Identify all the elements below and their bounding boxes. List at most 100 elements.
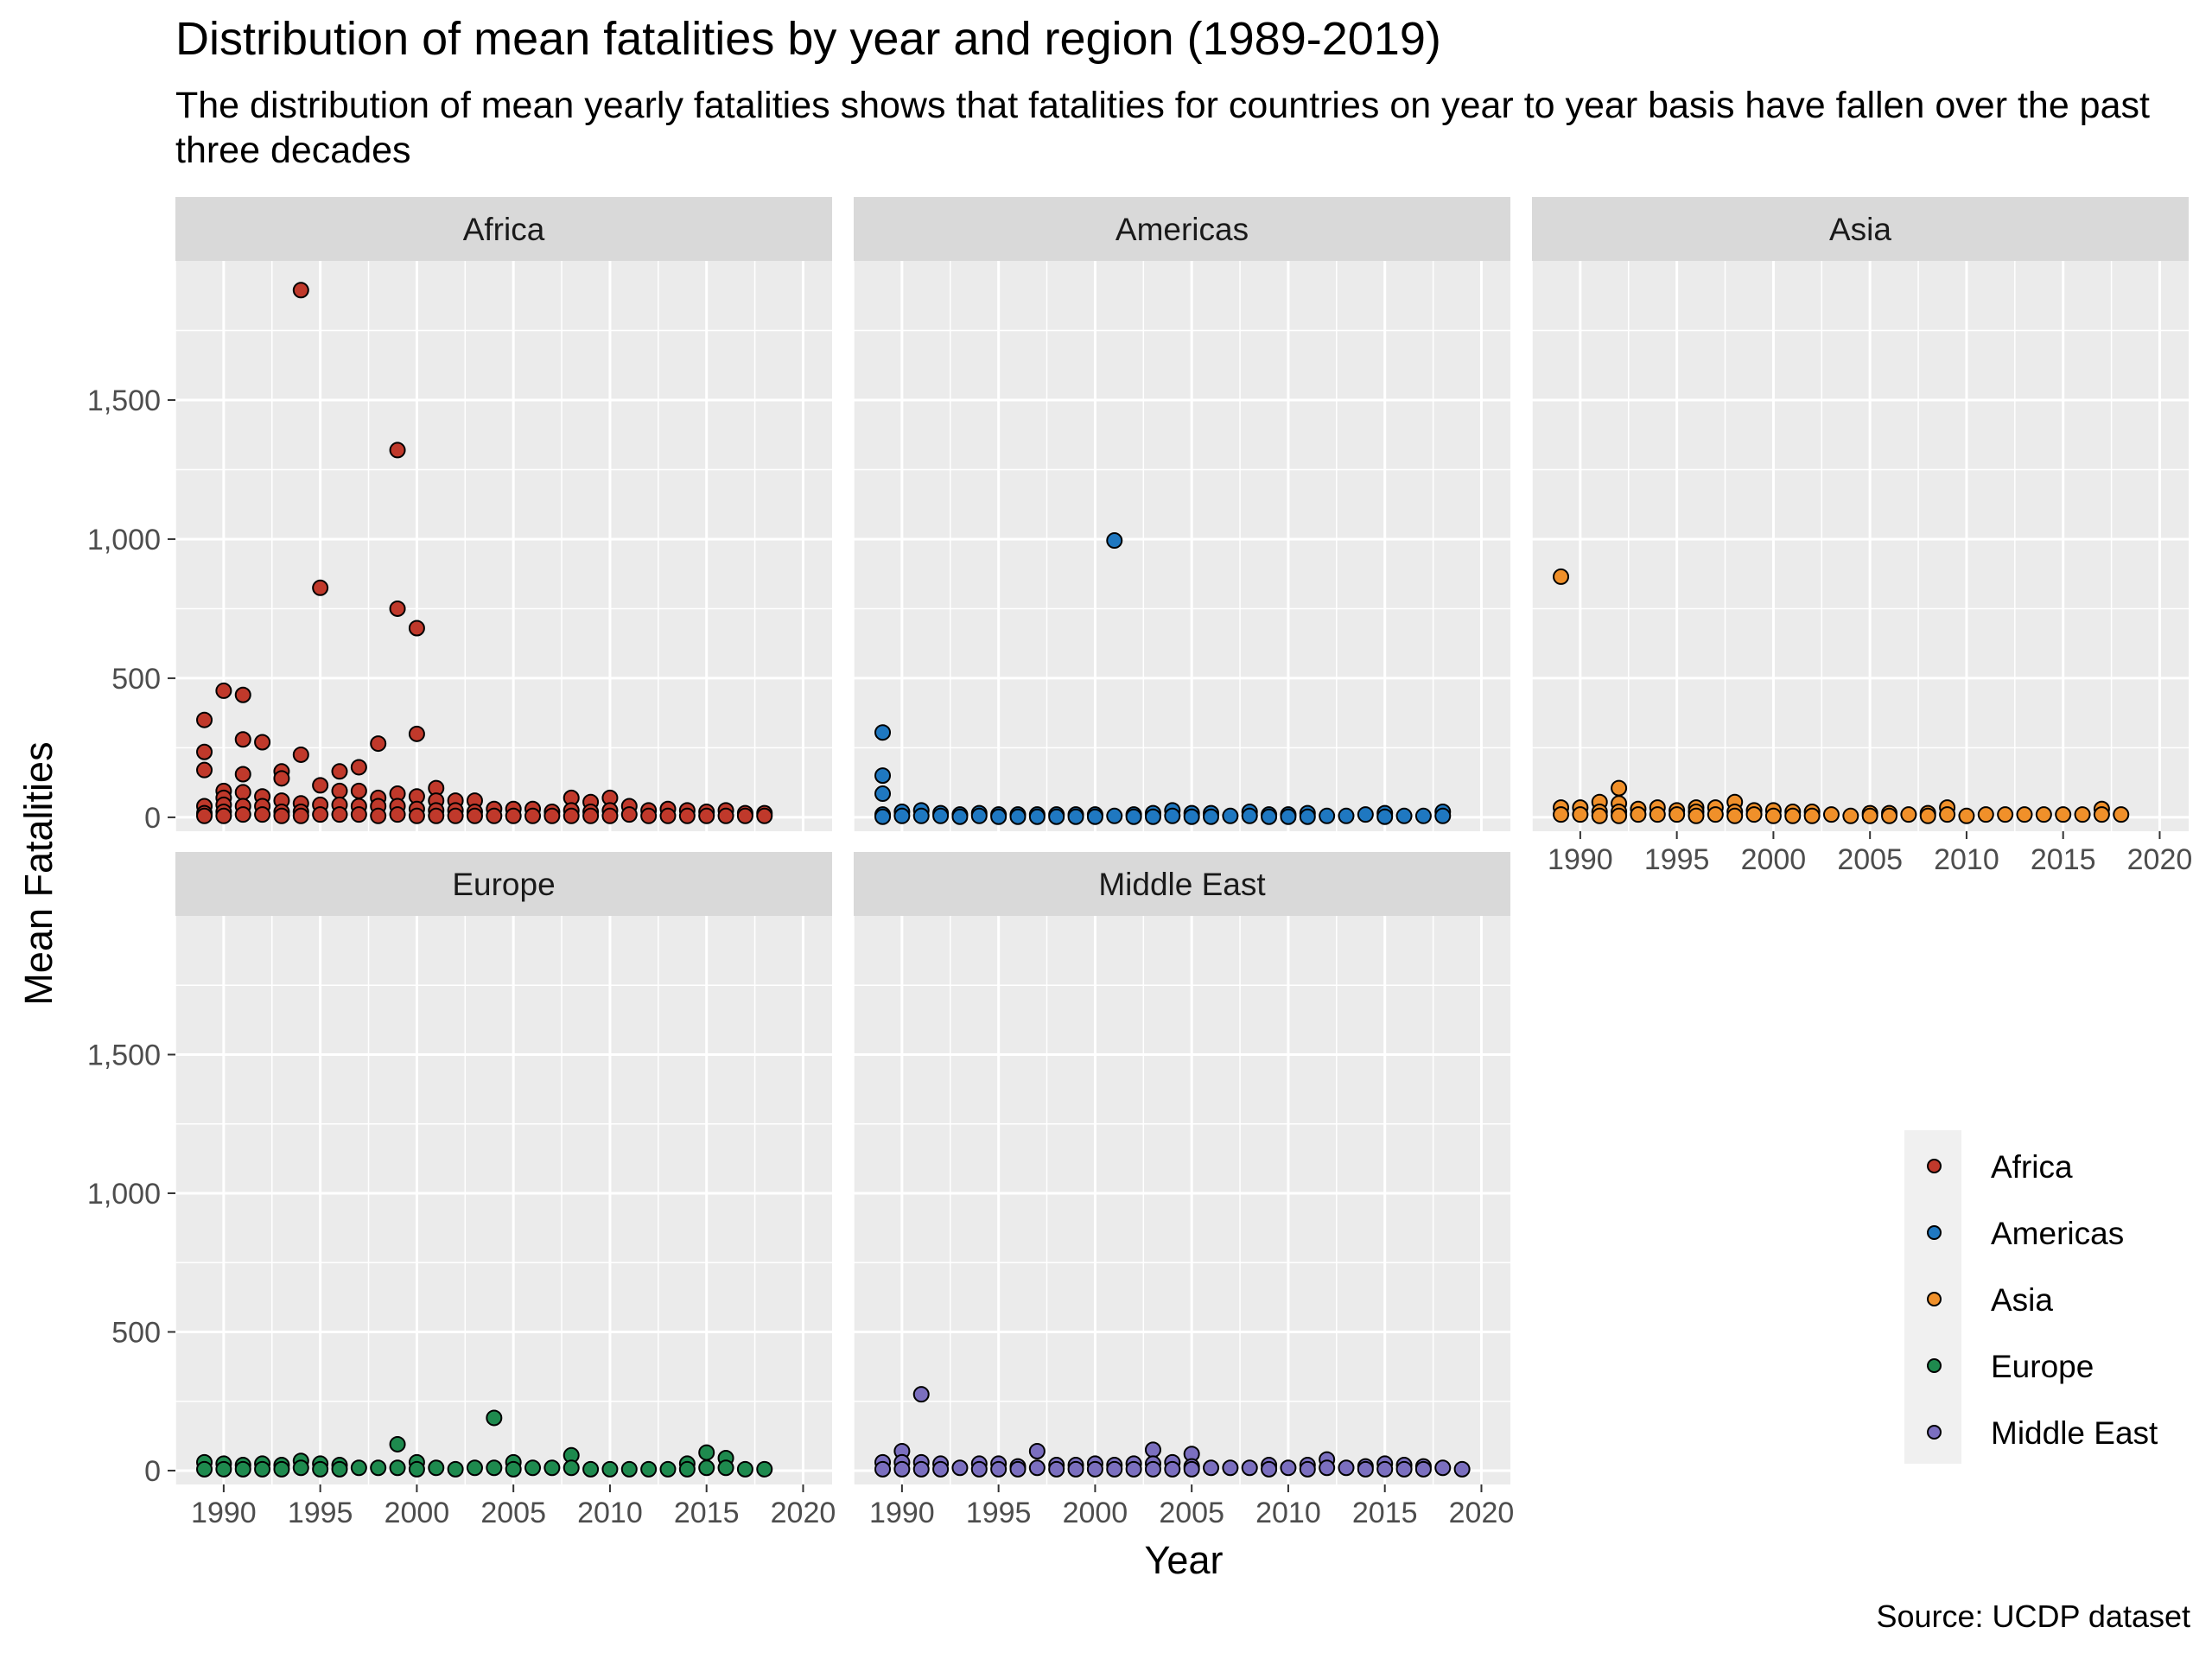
data-point	[1357, 1460, 1374, 1478]
data-point	[1958, 807, 1975, 824]
data-point	[1048, 808, 1065, 825]
data-point	[1338, 807, 1355, 824]
data-point	[1144, 1441, 1161, 1459]
data-point	[312, 806, 329, 823]
data-point	[1164, 807, 1181, 824]
facet-strip-label: Africa	[463, 212, 545, 247]
data-point	[447, 1460, 464, 1478]
facet-americas: Americas	[853, 197, 1510, 831]
data-point	[196, 807, 213, 824]
x-tick-label: 1990	[1548, 843, 1613, 876]
data-point	[2035, 806, 2052, 823]
data-point	[505, 1460, 522, 1478]
data-point	[1591, 807, 1608, 824]
data-point	[659, 1460, 677, 1478]
x-tick-label: 2020	[771, 1497, 836, 1529]
x-tick-label: 2015	[2031, 843, 2096, 876]
data-point	[1144, 808, 1161, 825]
data-point	[1707, 806, 1724, 823]
data-point	[1553, 806, 1570, 823]
data-point	[1784, 807, 1802, 824]
data-point	[912, 807, 930, 824]
x-tick-label: 2010	[577, 1497, 643, 1529]
y-axis-label: Mean Fatalities	[16, 741, 60, 1006]
data-point	[1376, 1460, 1394, 1478]
data-point	[543, 1459, 561, 1477]
facet-strip	[854, 852, 1510, 916]
data-point	[620, 1460, 638, 1478]
data-point	[1106, 1460, 1123, 1478]
data-point	[1669, 806, 1686, 823]
data-point	[1803, 807, 1821, 824]
data-point	[408, 725, 425, 742]
data-point	[234, 766, 251, 783]
data-point	[2093, 806, 2110, 823]
data-point	[640, 1460, 658, 1478]
data-point	[254, 806, 271, 823]
data-point	[273, 1460, 290, 1478]
data-point	[1395, 1460, 1413, 1478]
data-point	[1900, 806, 1917, 823]
data-point	[601, 1460, 619, 1478]
data-point	[1919, 807, 1936, 824]
facet-strip-label: Europe	[452, 867, 555, 902]
data-point	[970, 807, 988, 824]
data-point	[678, 1460, 696, 1478]
data-point	[1009, 808, 1027, 825]
data-point	[215, 1460, 232, 1478]
facet-asia: Asia 1990 1995 2000 2005 2010 2015 2020	[1531, 197, 2192, 876]
data-point	[736, 1460, 753, 1478]
data-point	[215, 682, 232, 699]
data-point	[292, 807, 309, 824]
data-point	[1203, 1459, 1220, 1477]
data-point	[874, 724, 892, 741]
data-point	[2016, 806, 2033, 823]
x-tick-label: 2000	[1741, 843, 1807, 876]
panel-background	[854, 261, 1510, 831]
data-point	[756, 1460, 773, 1478]
panel-background	[175, 916, 832, 1484]
data-point	[234, 1460, 251, 1478]
facet-strip-label: Middle East	[1098, 867, 1266, 902]
data-point	[990, 808, 1007, 825]
data-point	[331, 782, 348, 799]
data-point	[1280, 808, 1297, 825]
data-point	[234, 731, 251, 748]
facet-middle-east: Middle East 1990 1995 2000 2005 2010 2015 2020	[853, 852, 1514, 1529]
legend-label: Middle East	[1991, 1415, 2158, 1451]
data-point	[1067, 808, 1084, 825]
chart-subtitle: The distribution of mean yearly fataliti…	[175, 85, 2150, 171]
data-point	[196, 743, 213, 760]
legend-key	[1927, 1159, 1942, 1173]
panel-background	[175, 261, 832, 831]
data-point	[1611, 807, 1628, 824]
data-point	[1434, 807, 1452, 824]
data-point	[2113, 806, 2130, 823]
data-point	[1280, 1459, 1297, 1477]
facet-africa: Africa 0 500 1,000 1,500	[87, 197, 832, 835]
data-point	[505, 807, 522, 824]
data-point	[1299, 1460, 1316, 1478]
data-point	[932, 807, 950, 824]
data-point	[1453, 1460, 1471, 1478]
data-point	[1299, 808, 1316, 825]
data-point	[215, 807, 232, 824]
data-point	[486, 1459, 503, 1477]
data-point	[543, 807, 561, 824]
x-tick-label: 2000	[385, 1497, 450, 1529]
chart-title: Distribution of mean fatalities by year …	[175, 13, 1441, 65]
data-point	[736, 807, 753, 824]
data-point	[196, 761, 213, 779]
data-point	[698, 807, 715, 824]
data-point	[370, 807, 387, 824]
data-point	[563, 807, 580, 824]
facet-strip	[175, 852, 832, 916]
data-point	[1203, 808, 1220, 825]
data-point	[1086, 1460, 1103, 1478]
data-point	[234, 806, 251, 823]
x-tick-label: 1995	[288, 1497, 353, 1529]
data-point	[1222, 1459, 1239, 1477]
x-tick-label: 2010	[1255, 1497, 1321, 1529]
